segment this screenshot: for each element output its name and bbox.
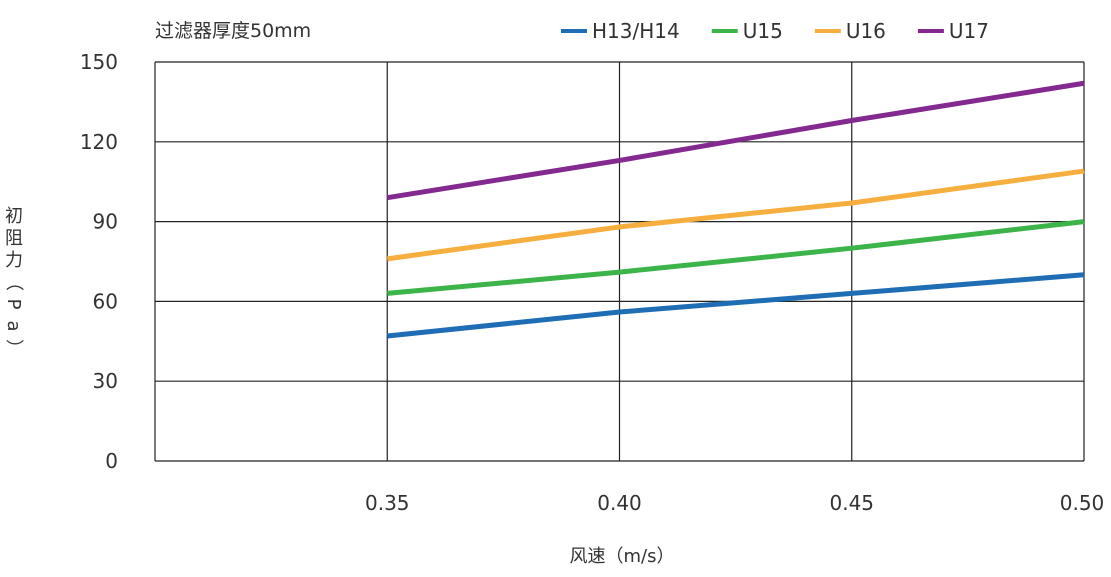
chart-title: 过滤器厚度50mm	[155, 20, 311, 42]
y-axis-title-char: 力	[5, 250, 23, 271]
x-tick-label: 0.35	[365, 491, 410, 515]
y-tick-label: 0	[105, 449, 118, 473]
x-tick-label: 0.50	[1060, 491, 1105, 515]
y-tick-label: 90	[93, 210, 118, 234]
y-axis-title: 初阻力 （ Pa ）	[3, 206, 24, 357]
series-line	[387, 219, 1085, 296]
legend-label: H13/H14	[592, 19, 680, 43]
grid	[154, 61, 1085, 462]
y-tick-label: 120	[80, 130, 118, 154]
y-axis-title-char: 阻	[5, 228, 23, 249]
y-axis-title-char: P	[3, 299, 24, 310]
y-axis-title-char: a	[3, 320, 24, 331]
y-tick-label: 60	[93, 289, 118, 313]
x-axis-title: 风速（m/s）	[570, 546, 675, 567]
legend-label: U16	[846, 19, 886, 43]
series-lines	[386, 80, 1085, 339]
x-tick-label: 0.40	[597, 491, 642, 515]
tick-labels: 0 30 60 90 120 150 0.35 0.40 0.45 0.50	[80, 50, 1104, 515]
y-axis-title-char: 初	[5, 206, 23, 227]
y-tick-label: 30	[93, 369, 118, 393]
x-tick-label: 0.45	[829, 491, 874, 515]
series-line	[386, 168, 1085, 262]
series-line	[386, 80, 1085, 201]
y-axis-title-char: ）	[3, 339, 24, 357]
legend-label: U15	[743, 19, 783, 43]
y-axis-title-char: （	[3, 273, 24, 291]
y-tick-label: 150	[80, 50, 118, 74]
legend-label: U17	[949, 19, 989, 43]
legend: H13/H14 U15 U16 U17	[561, 19, 989, 43]
series-line	[386, 272, 1085, 339]
